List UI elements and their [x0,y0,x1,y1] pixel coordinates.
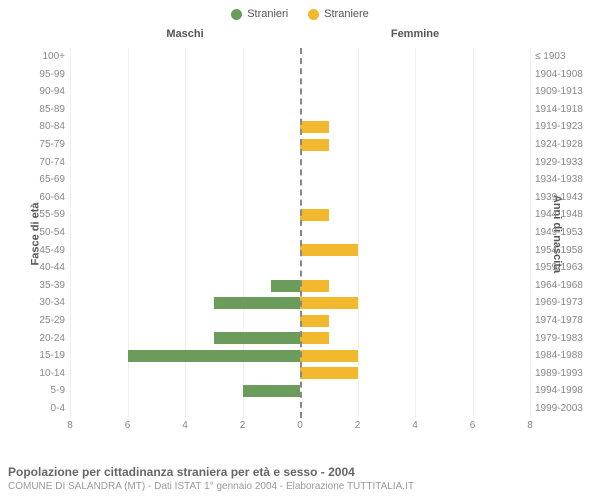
legend-female-swatch [308,9,319,20]
bar-female [300,244,358,256]
age-label: 75-79 [20,136,65,154]
header-male: Maschi [70,28,300,40]
birth-year-label: 1934-1938 [535,171,598,189]
birth-year-label: 1959-1963 [535,259,598,277]
bar-female [300,315,329,327]
age-label: 30-34 [20,294,65,312]
age-label: 15-19 [20,347,65,365]
footer-subtitle: COMUNE DI SALANDRA (MT) - Dati ISTAT 1° … [8,481,592,492]
bar-female [300,350,358,362]
birth-year-label: 1994-1998 [535,382,598,400]
legend-male-swatch [231,9,242,20]
x-tick: 4 [412,420,418,431]
bar-female [300,297,358,309]
age-label: 90-94 [20,83,65,101]
age-label: 100+ [20,48,65,66]
birth-year-label: 1909-1913 [535,83,598,101]
birth-year-label: 1989-1993 [535,365,598,383]
footer: Popolazione per cittadinanza straniera p… [8,465,592,492]
x-tick: 8 [67,420,73,431]
age-label: 85-89 [20,101,65,119]
birth-year-label: 1954-1958 [535,242,598,260]
birth-year-label: 1914-1918 [535,101,598,119]
birth-year-label: 1999-2003 [535,400,598,418]
age-label: 80-84 [20,118,65,136]
age-label: 0-4 [20,400,65,418]
x-axis-ticks: 8 6 4 2 0 2 4 6 8 [70,420,530,436]
x-tick: 6 [125,420,131,431]
birth-year-label: 1939-1943 [535,189,598,207]
bar-male [128,350,301,362]
bar-male [214,297,300,309]
age-label: 50-54 [20,224,65,242]
age-label: 70-74 [20,154,65,172]
birth-year-label: 1979-1983 [535,330,598,348]
gridline [530,48,531,418]
birth-year-label: 1949-1953 [535,224,598,242]
age-label: 60-64 [20,189,65,207]
legend: Stranieri Straniere [0,0,600,24]
age-label: 5-9 [20,382,65,400]
bar-female [300,209,329,221]
chart-area: Maschi Femmine Fasce di età Anni di nasc… [0,24,600,444]
age-label: 35-39 [20,277,65,295]
bar-male [214,332,300,344]
birth-year-label: 1944-1948 [535,206,598,224]
birth-year-label: 1984-1988 [535,347,598,365]
bar-male [271,280,300,292]
x-tick: 8 [527,420,533,431]
age-label: 45-49 [20,242,65,260]
age-label: 10-14 [20,365,65,383]
plot-area: 100+≤ 190395-991904-190890-941909-191385… [70,48,530,418]
age-label: 25-29 [20,312,65,330]
x-tick: 4 [182,420,188,431]
birth-year-label: 1924-1928 [535,136,598,154]
birth-year-label: 1969-1973 [535,294,598,312]
legend-female-label: Straniere [324,8,369,20]
age-label: 65-69 [20,171,65,189]
x-tick: 6 [470,420,476,431]
birth-year-label: 1964-1968 [535,277,598,295]
center-divider [300,48,302,418]
birth-year-label: 1974-1978 [535,312,598,330]
bar-female [300,121,329,133]
age-label: 40-44 [20,259,65,277]
column-headers: Maschi Femmine [0,28,600,46]
legend-male: Stranieri [231,8,288,20]
x-tick: 2 [355,420,361,431]
legend-female: Straniere [308,8,369,20]
legend-male-label: Stranieri [247,8,288,20]
age-label: 55-59 [20,206,65,224]
birth-year-label: 1904-1908 [535,66,598,84]
x-tick: 2 [240,420,246,431]
age-label: 95-99 [20,66,65,84]
bar-female [300,332,329,344]
birth-year-label: ≤ 1903 [535,48,598,66]
footer-title: Popolazione per cittadinanza straniera p… [8,465,592,479]
bar-female [300,139,329,151]
bar-female [300,367,358,379]
birth-year-label: 1929-1933 [535,154,598,172]
bar-male [243,385,301,397]
age-label: 20-24 [20,330,65,348]
bar-female [300,280,329,292]
header-female: Femmine [300,28,530,40]
x-tick: 0 [297,420,303,431]
birth-year-label: 1919-1923 [535,118,598,136]
